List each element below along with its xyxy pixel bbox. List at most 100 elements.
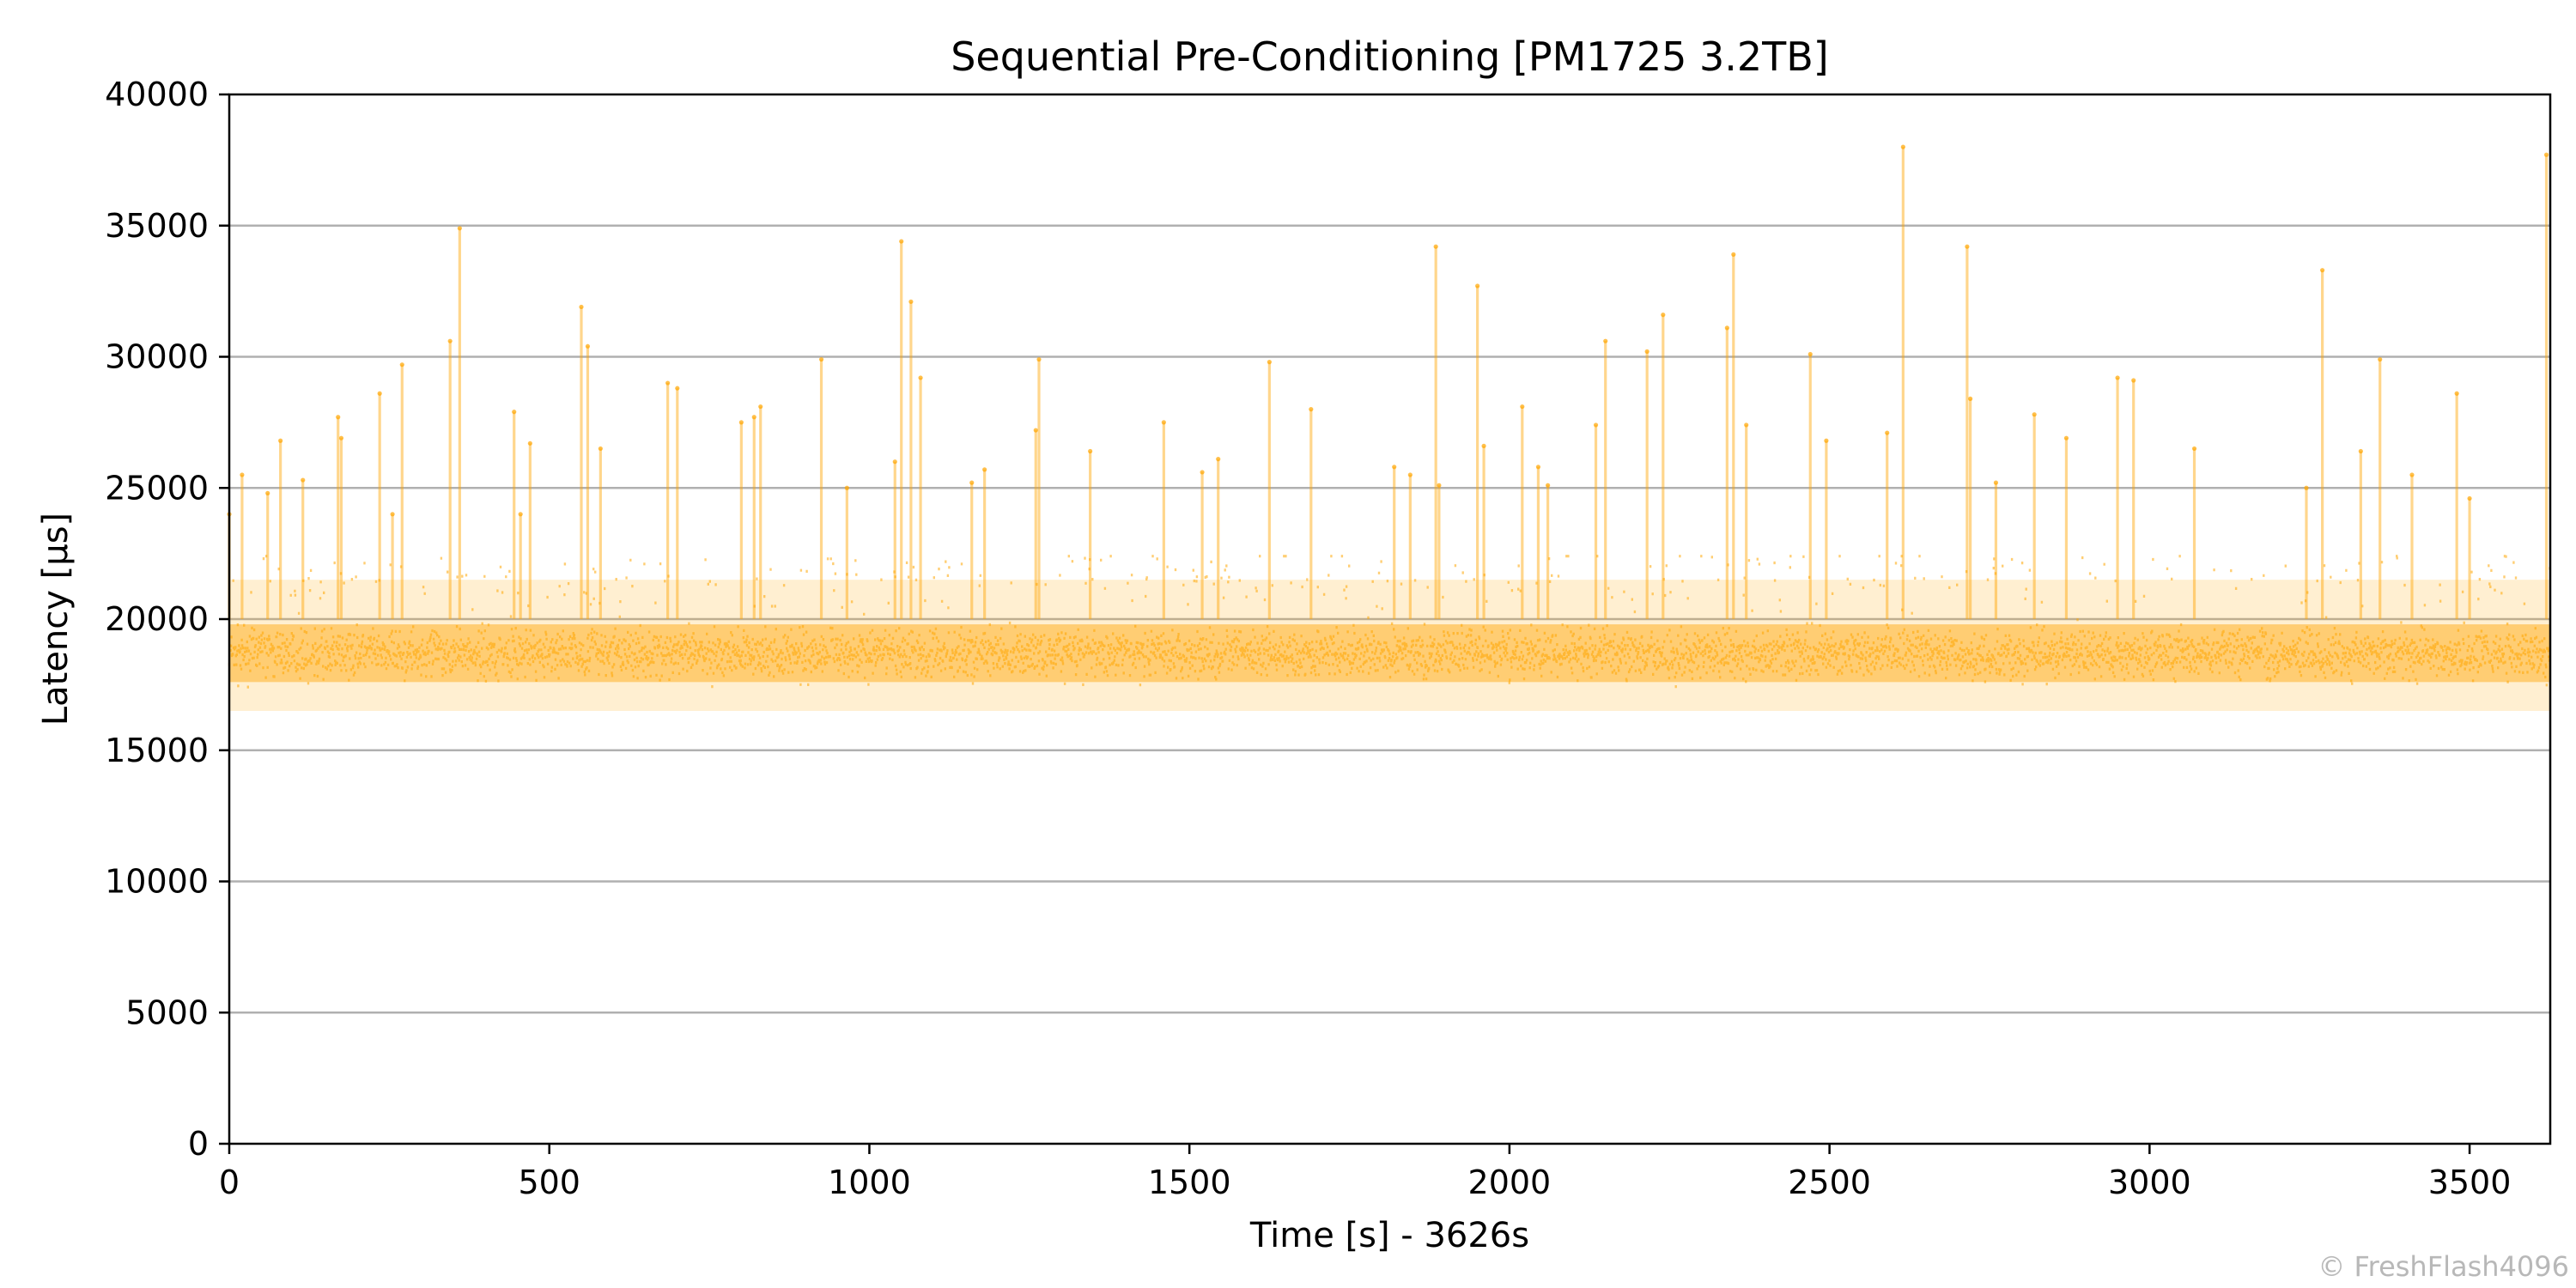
spike-point <box>301 477 306 483</box>
spike-point <box>2115 375 2120 380</box>
spike-point <box>1965 244 1970 249</box>
watermark-text: © FreshFlash4096 <box>2318 1250 2569 1283</box>
spike-point <box>2304 485 2309 490</box>
spike-point <box>1036 356 1042 362</box>
spike-point <box>1535 465 1541 470</box>
spike-point <box>1993 480 1999 485</box>
spike-point <box>758 404 763 410</box>
spike-point <box>1603 338 1608 343</box>
x-axis-title: Time [s] - 3626s <box>1249 1216 1529 1255</box>
x-tick-label: 2000 <box>1468 1163 1552 1201</box>
spike-point <box>390 512 395 517</box>
spike-point <box>2191 446 2197 452</box>
spike-point <box>982 467 987 472</box>
spike-point <box>1644 349 1649 354</box>
x-tick-label: 500 <box>518 1163 580 1201</box>
y-tick-label: 35000 <box>105 207 209 245</box>
y-tick-label: 20000 <box>105 600 209 638</box>
spike-point <box>2131 378 2136 383</box>
spike-point <box>2032 412 2037 417</box>
x-tick-label: 3500 <box>2428 1163 2512 1201</box>
grid-lines <box>229 224 2550 1014</box>
x-axis-ticks: 0 500 1000 1500 2000 2500 3000 3500 <box>219 1144 2512 1201</box>
spike-point <box>2467 495 2472 501</box>
spike-point <box>1433 244 1438 249</box>
spike-point <box>2378 356 2383 362</box>
spike-point <box>1267 360 1272 365</box>
spike-point <box>585 343 591 349</box>
spike-point <box>751 415 756 420</box>
spike-point <box>969 480 975 485</box>
spike-point <box>1744 422 1749 428</box>
x-tick-label: 0 <box>219 1163 240 1201</box>
x-tick-label: 3000 <box>2108 1163 2191 1201</box>
spike-point <box>1807 351 1813 357</box>
spike-point <box>457 226 462 231</box>
spike-point <box>844 485 849 490</box>
spike-point <box>1968 396 1973 401</box>
x-tick-label: 1000 <box>828 1163 911 1201</box>
spike-point <box>240 472 245 477</box>
spike-point <box>1885 430 1890 435</box>
spike-point <box>1824 438 1829 443</box>
spike-point <box>579 304 584 310</box>
y-tick-label: 0 <box>188 1125 209 1163</box>
spike-point <box>1161 420 1166 425</box>
spike-point <box>2454 391 2459 396</box>
spike-point <box>265 490 270 495</box>
spike-point <box>2409 472 2415 477</box>
spike-point <box>377 391 382 396</box>
spike-point <box>738 420 744 425</box>
spike-point <box>1309 407 1314 412</box>
spike-point <box>512 410 517 415</box>
spike-point <box>1546 483 1551 488</box>
spike-point <box>1392 465 1397 470</box>
spike-point <box>818 356 824 362</box>
spike-point <box>399 362 404 368</box>
spike-point <box>1033 428 1038 433</box>
spike-point <box>1731 252 1736 257</box>
y-tick-label: 5000 <box>125 993 209 1031</box>
y-axis-ticks: 0 5000 10000 15000 20000 25000 30000 35000 40000 <box>105 76 229 1163</box>
spike-point <box>1520 404 1525 410</box>
baseline-band <box>228 555 2551 711</box>
spike-point <box>527 440 532 446</box>
spike-point <box>675 386 680 391</box>
spike-point <box>1900 144 1905 149</box>
spike-point <box>1724 325 1729 331</box>
spike-series <box>227 144 2549 619</box>
spike-point <box>1407 472 1413 477</box>
spike-point <box>892 459 897 465</box>
y-tick-label: 30000 <box>105 338 209 376</box>
spike-point <box>336 415 341 420</box>
spike-point <box>1216 457 1221 462</box>
chart-title: Sequential Pre-Conditioning [PM1725 3.2T… <box>951 33 1829 80</box>
spike-point <box>518 512 523 517</box>
spike-point <box>1661 313 1666 318</box>
x-tick-label: 2500 <box>1788 1163 1871 1201</box>
spike-point <box>1481 443 1486 448</box>
y-axis-title: Latency [µs] <box>36 513 76 726</box>
y-tick-label: 40000 <box>105 76 209 113</box>
spike-point <box>447 338 453 343</box>
y-tick-label: 25000 <box>105 469 209 507</box>
spike-point <box>1088 448 1093 454</box>
spike-point <box>2358 448 2363 454</box>
spike-point <box>908 299 914 304</box>
spike-point <box>2543 152 2549 157</box>
spike-point <box>598 446 603 452</box>
spike-point <box>2063 435 2069 440</box>
spike-point <box>899 239 904 244</box>
spike-point <box>918 375 923 380</box>
x-tick-label: 1500 <box>1148 1163 1231 1201</box>
y-tick-label: 15000 <box>105 732 209 769</box>
spike-point <box>1200 470 1205 475</box>
baseline-core-fill <box>229 624 2550 683</box>
spike-point <box>278 438 283 443</box>
spike-point <box>1437 483 1442 488</box>
spike-point <box>1475 283 1480 289</box>
y-tick-label: 10000 <box>105 863 209 901</box>
spike-point <box>2320 268 2325 273</box>
spike-point <box>338 435 344 440</box>
